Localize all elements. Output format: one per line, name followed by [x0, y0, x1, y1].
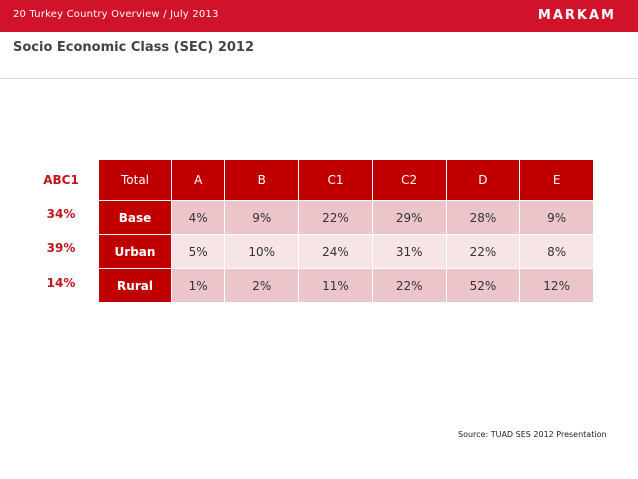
table-cell: 1%: [170, 268, 226, 303]
table-cell: 5%: [170, 234, 226, 269]
table-row: Urban 5% 10% 24% 31% 22% 8%: [98, 234, 594, 269]
table-cell: 12%: [519, 268, 594, 303]
table-cell: 2%: [224, 268, 300, 303]
abc1-header: ABC1: [43, 173, 79, 187]
col-header-d: D: [445, 159, 521, 201]
col-header-e: E: [519, 159, 594, 201]
table-cell: 22%: [371, 268, 447, 303]
table-cell: 52%: [445, 268, 521, 303]
abc1-value-rural: 14%: [46, 276, 76, 290]
table-cell: 10%: [224, 234, 300, 269]
brand-logo: MARKAM: [537, 8, 616, 23]
row-label-urban: Urban: [98, 234, 172, 269]
abc1-value-base: 34%: [46, 207, 76, 221]
top-banner: 20 Turkey Country Overview / July 2013 M…: [0, 0, 638, 32]
col-header-a: A: [170, 159, 226, 201]
breadcrumb: 20 Turkey Country Overview / July 2013: [13, 9, 219, 20]
col-header-c1: C1: [298, 159, 373, 201]
row-label-base: Base: [98, 200, 172, 235]
abc1-value-urban: 39%: [46, 241, 76, 255]
table-cell: 4%: [170, 200, 226, 235]
table-cell: 24%: [298, 234, 373, 269]
table-cell: 9%: [224, 200, 300, 235]
table-cell: 22%: [298, 200, 373, 235]
table-cell: 11%: [298, 268, 373, 303]
table-cell: 8%: [519, 234, 594, 269]
table-cell: 22%: [445, 234, 521, 269]
table-cell: 29%: [371, 200, 447, 235]
col-header-c2: C2: [371, 159, 447, 201]
table-cell: 9%: [519, 200, 594, 235]
table-header-row: Total A B C1 C2 D E: [98, 159, 594, 201]
divider: [0, 78, 638, 79]
table-cell: 28%: [445, 200, 521, 235]
table-cell: 31%: [371, 234, 447, 269]
source-note: Source: TUAD SES 2012 Presentation: [458, 430, 607, 439]
table-row: Base 4% 9% 22% 29% 28% 9%: [98, 200, 594, 235]
col-header-total: Total: [98, 159, 172, 201]
col-header-b: B: [224, 159, 300, 201]
table-row: Rural 1% 2% 11% 22% 52% 12%: [98, 268, 594, 303]
page-title: Socio Economic Class (SEC) 2012: [13, 40, 254, 55]
sec-table: Total A B C1 C2 D E Base 4% 9% 22% 29% 2…: [98, 159, 594, 303]
row-label-rural: Rural: [98, 268, 172, 303]
